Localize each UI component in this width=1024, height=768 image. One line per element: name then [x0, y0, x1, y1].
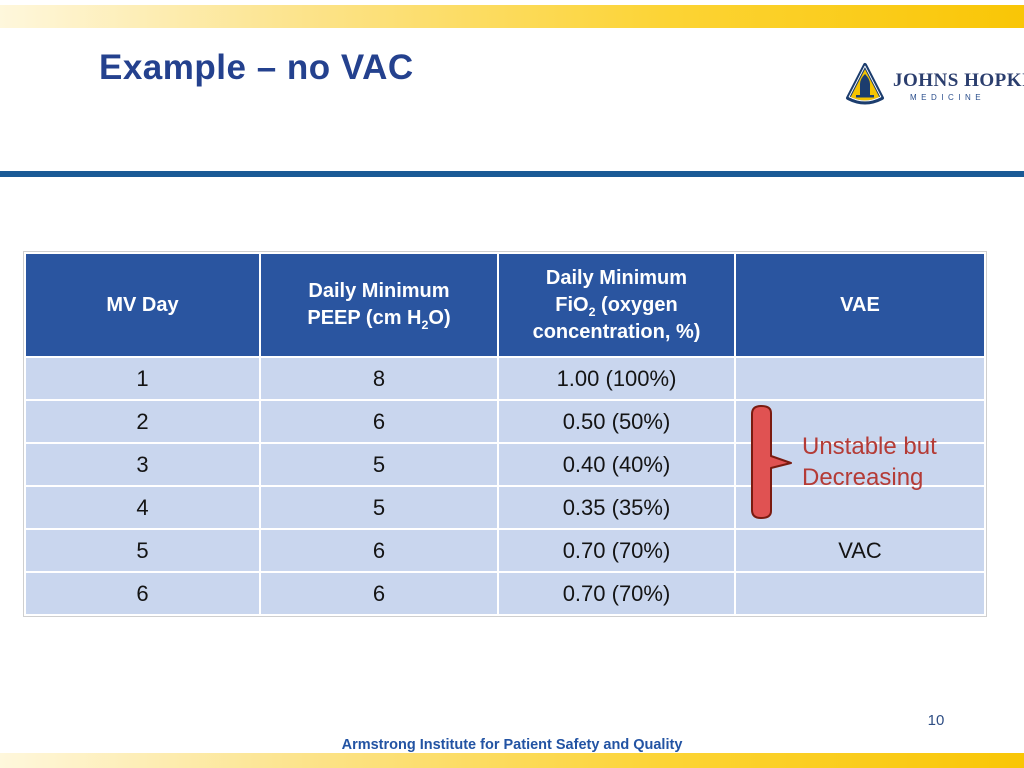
table-header-row: MV Day Daily Minimum PEEP (cm H2O) Daily…: [24, 252, 986, 358]
red-brace-icon: [751, 405, 792, 519]
cell-fio2: 0.40 (40%): [497, 442, 736, 487]
footer-text: Armstrong Institute for Patient Safety a…: [341, 737, 683, 753]
vae-table: MV Day Daily Minimum PEEP (cm H2O) Daily…: [23, 251, 987, 617]
cell-peep: 5: [259, 442, 499, 487]
cell-vae: [734, 356, 986, 401]
cell-peep: 5: [259, 485, 499, 530]
table-row: 3 5 0.40 (40%): [24, 442, 986, 487]
cell-peep: 6: [259, 571, 499, 616]
cell-day: 6: [24, 571, 261, 616]
table-header-vae: VAE: [734, 252, 986, 358]
johns-hopkins-logo: JOHNS HOPKINS MEDICINE: [843, 62, 1024, 106]
table-header-fio2: Daily Minimum FiO2 (oxygen concentration…: [497, 252, 736, 358]
logo-wordmark: JOHNS HOPKINS: [893, 70, 1024, 91]
cell-peep: 8: [259, 356, 499, 401]
cell-day: 1: [24, 356, 261, 401]
johns-hopkins-shield-icon: [846, 63, 884, 105]
cell-vae: [734, 571, 986, 616]
cell-fio2: 0.35 (35%): [497, 485, 736, 530]
annotation-line1: Unstable but: [802, 433, 937, 460]
cell-peep: 6: [259, 528, 499, 573]
table-row: 2 6 0.50 (50%): [24, 399, 986, 444]
bottom-gold-bar: [0, 753, 1024, 768]
cell-day: 2: [24, 399, 261, 444]
annotation-line2: Decreasing: [802, 464, 924, 491]
cell-fio2: 0.70 (70%): [497, 528, 736, 573]
page-number: 10: [927, 712, 945, 729]
cell-fio2: 1.00 (100%): [497, 356, 736, 401]
cell-vae: VAC: [734, 528, 986, 573]
cell-day: 4: [24, 485, 261, 530]
table-row: 1 8 1.00 (100%): [24, 356, 986, 401]
table-row: 6 6 0.70 (70%): [24, 571, 986, 616]
logo-subtitle: MEDICINE: [910, 93, 986, 102]
cell-vae: [734, 485, 986, 530]
cell-peep: 6: [259, 399, 499, 444]
unstable-annotation: Unstable but Decreasing: [802, 431, 982, 493]
cell-day: 5: [24, 528, 261, 573]
table-row: 4 5 0.35 (35%): [24, 485, 986, 530]
table-row: 5 6 0.70 (70%) VAC: [24, 528, 986, 573]
top-gold-bar: [0, 5, 1024, 28]
table-header-mv-day: MV Day: [24, 252, 261, 358]
slide-title: Example – no VAC: [99, 48, 414, 87]
table-header-peep: Daily Minimum PEEP (cm H2O): [259, 252, 499, 358]
cell-fio2: 0.70 (70%): [497, 571, 736, 616]
logo-text: JOHNS HOPKINS MEDICINE: [893, 62, 1024, 103]
title-divider-line: [0, 171, 1024, 177]
cell-day: 3: [24, 442, 261, 487]
cell-vae: [734, 399, 986, 444]
cell-fio2: 0.50 (50%): [497, 399, 736, 444]
